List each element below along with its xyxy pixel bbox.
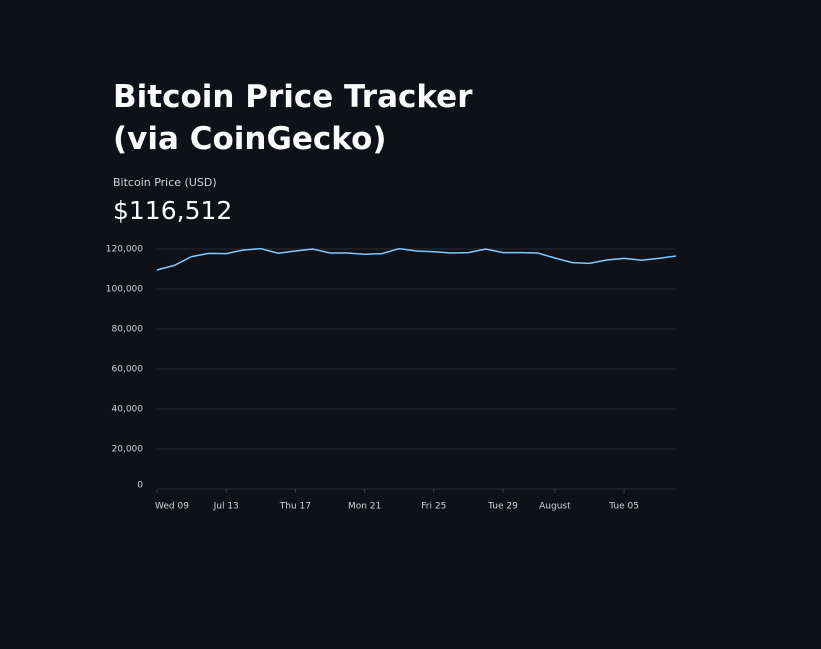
- x-tick-label: Mon 21: [348, 502, 381, 512]
- metric-value: $116,512: [113, 196, 233, 225]
- y-tick-label: 20,000: [112, 445, 144, 455]
- x-tick-label: Tue 29: [487, 502, 518, 512]
- price-line: [156, 247, 677, 271]
- y-tick-label: 0: [137, 481, 143, 491]
- x-tick-label: Wed 09: [155, 502, 189, 512]
- x-tick-label: Tue 05: [608, 502, 639, 512]
- y-tick-label: 120,000: [106, 245, 143, 255]
- x-tick-label: Jul 13: [213, 502, 239, 512]
- y-tick-label: 80,000: [112, 325, 144, 335]
- y-tick-label: 100,000: [106, 285, 143, 295]
- page-title: Bitcoin Price Tracker (via CoinGecko): [113, 79, 473, 157]
- x-tick-label: Fri 25: [421, 502, 446, 512]
- y-tick-label: 60,000: [112, 365, 144, 375]
- metric-label: Bitcoin Price (USD): [113, 176, 217, 189]
- x-tick-label: Thu 17: [279, 502, 311, 512]
- x-tick-label: August: [539, 502, 571, 512]
- chart: 0 20,000 40,000 60,000 80,000 100,000 120,000 W…: [106, 245, 677, 512]
- y-tick-label: 40,000: [112, 405, 144, 415]
